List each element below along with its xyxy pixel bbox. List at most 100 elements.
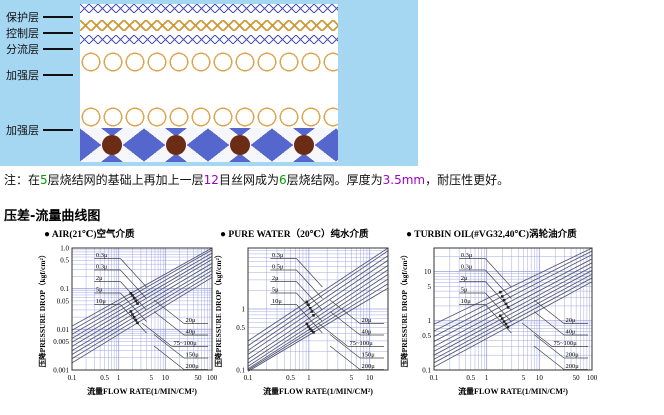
layer-label-text: 加强层 <box>6 69 39 82</box>
note-thickness-value: 3.5mm <box>382 173 426 187</box>
svg-text:1: 1 <box>307 374 311 382</box>
svg-text:1: 1 <box>485 374 489 382</box>
svg-text:0.5: 0.5 <box>286 374 295 382</box>
svg-text:150μ: 150μ <box>186 352 200 359</box>
svg-text:40μ: 40μ <box>566 329 577 336</box>
svg-text:5: 5 <box>522 374 526 382</box>
svg-text:50: 50 <box>194 374 202 382</box>
leader-line-icon <box>43 74 73 76</box>
svg-text:0.3μ: 0.3μ <box>461 264 473 271</box>
svg-text:5: 5 <box>428 283 432 291</box>
svg-text:0.1: 0.1 <box>68 374 77 382</box>
diffusion-layer-weave <box>80 35 338 50</box>
note-mesh-count-12: 12 <box>203 173 219 187</box>
support-layer-bottom-wires <box>80 106 338 128</box>
svg-text:10μ: 10μ <box>272 298 283 305</box>
reinforcement-layer-braid <box>80 128 338 162</box>
svg-text:压降PRESSURE DROP（kgf/cm²）: 压降PRESSURE DROP（kgf/cm²） <box>213 251 223 368</box>
layer-label-diffusion: 分流层 <box>6 41 73 57</box>
chart-title-text: TURBIN OIL(#VG32,40℃)涡轮油介质 <box>414 230 577 240</box>
chart-plot-air: 0.1 0.5 1 5 10 50 100 1.0 0.5 0.1 0.05 0.01 0.005 0.0… <box>37 245 218 397</box>
chart-title-air: ● AIR(21℃)空气介质 <box>36 226 218 240</box>
svg-text:50: 50 <box>573 374 581 382</box>
note-part: 层烧结网。厚度为 <box>286 173 383 187</box>
layer-label-support: 加强层 <box>6 67 73 83</box>
svg-text:1.0: 1.0 <box>60 245 69 253</box>
chart-air: ● AIR(21℃)空气介质 0.1 0.5 1 5 10 50 100 1.0 0.5 0.1 0… <box>36 226 218 415</box>
svg-text:5: 5 <box>150 374 154 382</box>
svg-text:0.5: 0.5 <box>100 374 109 382</box>
chart-plot-pure-water: 0.1 0.5 1 5 10 1 0.5 0.1 流量FLOW RATE(1/MIN/CM²) 压… <box>213 247 389 396</box>
svg-text:0.5: 0.5 <box>236 324 245 332</box>
svg-text:10: 10 <box>536 374 544 382</box>
svg-text:0.1: 0.1 <box>430 374 439 382</box>
svg-text:150μ: 150μ <box>362 352 376 359</box>
svg-text:流量FLOW RATE(1/MIN/CM²): 流量FLOW RATE(1/MIN/CM²) <box>458 386 568 396</box>
chart-title-turbin-oil: ● TURBIN OIL(#VG32,40℃)涡轮油介质 <box>398 226 598 240</box>
svg-text:0.5μ: 0.5μ <box>272 264 284 271</box>
bullet-icon: ● <box>44 229 51 240</box>
svg-text:0.5: 0.5 <box>466 374 475 382</box>
svg-text:75~100μ: 75~100μ <box>554 340 578 347</box>
svg-text:10: 10 <box>366 374 374 382</box>
svg-text:5μ: 5μ <box>272 287 279 294</box>
svg-text:100: 100 <box>587 374 598 382</box>
svg-text:200μ: 200μ <box>186 363 200 370</box>
svg-text:40μ: 40μ <box>362 329 373 336</box>
svg-text:10μ: 10μ <box>461 298 472 305</box>
leader-line-icon <box>43 32 73 34</box>
mesh-void-gap <box>80 73 338 106</box>
svg-text:压降PRESSURE DROP（kgf/cm²）: 压降PRESSURE DROP（kgf/cm²） <box>37 251 47 368</box>
svg-text:5μ: 5μ <box>461 287 468 294</box>
svg-text:压降PRESSURE DROP（kgf/cm²）: 压降PRESSURE DROP（kgf/cm²） <box>399 251 409 368</box>
wire-cross-section-dot <box>166 135 186 155</box>
chart-title-text: AIR(21℃)空气介质 <box>51 230 135 240</box>
svg-text:2μ: 2μ <box>461 275 468 282</box>
note-part: 层烧结网的基础上再加上一层 <box>47 173 204 187</box>
svg-text:20μ: 20μ <box>362 317 373 324</box>
bullet-icon: ● <box>406 229 413 240</box>
svg-text:0.5: 0.5 <box>422 332 431 340</box>
svg-text:0.1: 0.1 <box>60 285 69 293</box>
svg-text:75~100μ: 75~100μ <box>350 340 374 347</box>
chart-title-pure-water: ● PURE WATER（20℃）纯水介质 <box>212 226 394 240</box>
svg-text:0.5: 0.5 <box>60 257 69 265</box>
svg-text:200μ: 200μ <box>362 363 376 370</box>
layer-label-text: 加强层 <box>6 124 39 137</box>
svg-text:200μ: 200μ <box>566 363 580 370</box>
wire-cross-section-dot <box>230 135 250 155</box>
svg-text:20μ: 20μ <box>186 317 197 324</box>
control-layer-weave <box>80 20 338 35</box>
svg-text:10: 10 <box>424 268 432 276</box>
svg-text:2μ: 2μ <box>96 275 103 282</box>
chart-title-text: PURE WATER（20℃）纯水介质 <box>228 230 369 240</box>
leader-line-icon <box>43 48 73 50</box>
protective-layer-weave <box>80 4 338 20</box>
layer-label-control: 控制层 <box>6 25 73 41</box>
svg-text:2μ: 2μ <box>272 275 279 282</box>
chart-plot-turbin-oil: 0.1 0.5 1 5 10 50 100 10 5 1 0.5 0.1 流量FLOW RATE(1/M… <box>399 247 598 396</box>
layer-label-text: 保护层 <box>6 11 39 24</box>
svg-text:0.3μ: 0.3μ <box>96 264 108 271</box>
support-layer-top-wires <box>80 51 338 73</box>
leader-line-icon <box>43 129 73 131</box>
layer-label-text: 分流层 <box>6 43 39 56</box>
svg-text:100: 100 <box>207 374 218 382</box>
wire-cross-section-dot <box>294 135 314 155</box>
svg-text:10: 10 <box>162 374 170 382</box>
svg-text:0.1: 0.1 <box>236 367 245 375</box>
note-part: 目丝网成为 <box>218 173 279 187</box>
svg-text:200μ: 200μ <box>566 352 580 359</box>
svg-text:0.05: 0.05 <box>57 297 70 305</box>
svg-text:0.3μ: 0.3μ <box>272 252 284 259</box>
svg-text:流量FLOW RATE(1/MIN/CM²): 流量FLOW RATE(1/MIN/CM²) <box>263 386 373 396</box>
section-heading: 压差-流量曲线图 <box>4 209 101 224</box>
svg-text:0.005: 0.005 <box>53 338 69 346</box>
wire-cross-section-dot <box>102 135 122 155</box>
svg-text:0.3μ: 0.3μ <box>461 252 473 259</box>
svg-text:0.1: 0.1 <box>244 374 253 382</box>
svg-text:流量FLOW RATE(1/MIN/CM²): 流量FLOW RATE(1/MIN/CM²) <box>87 386 197 396</box>
note-layer-count-6: 6 <box>278 173 287 187</box>
svg-text:0.001: 0.001 <box>53 367 69 375</box>
svg-text:40μ: 40μ <box>186 329 197 336</box>
